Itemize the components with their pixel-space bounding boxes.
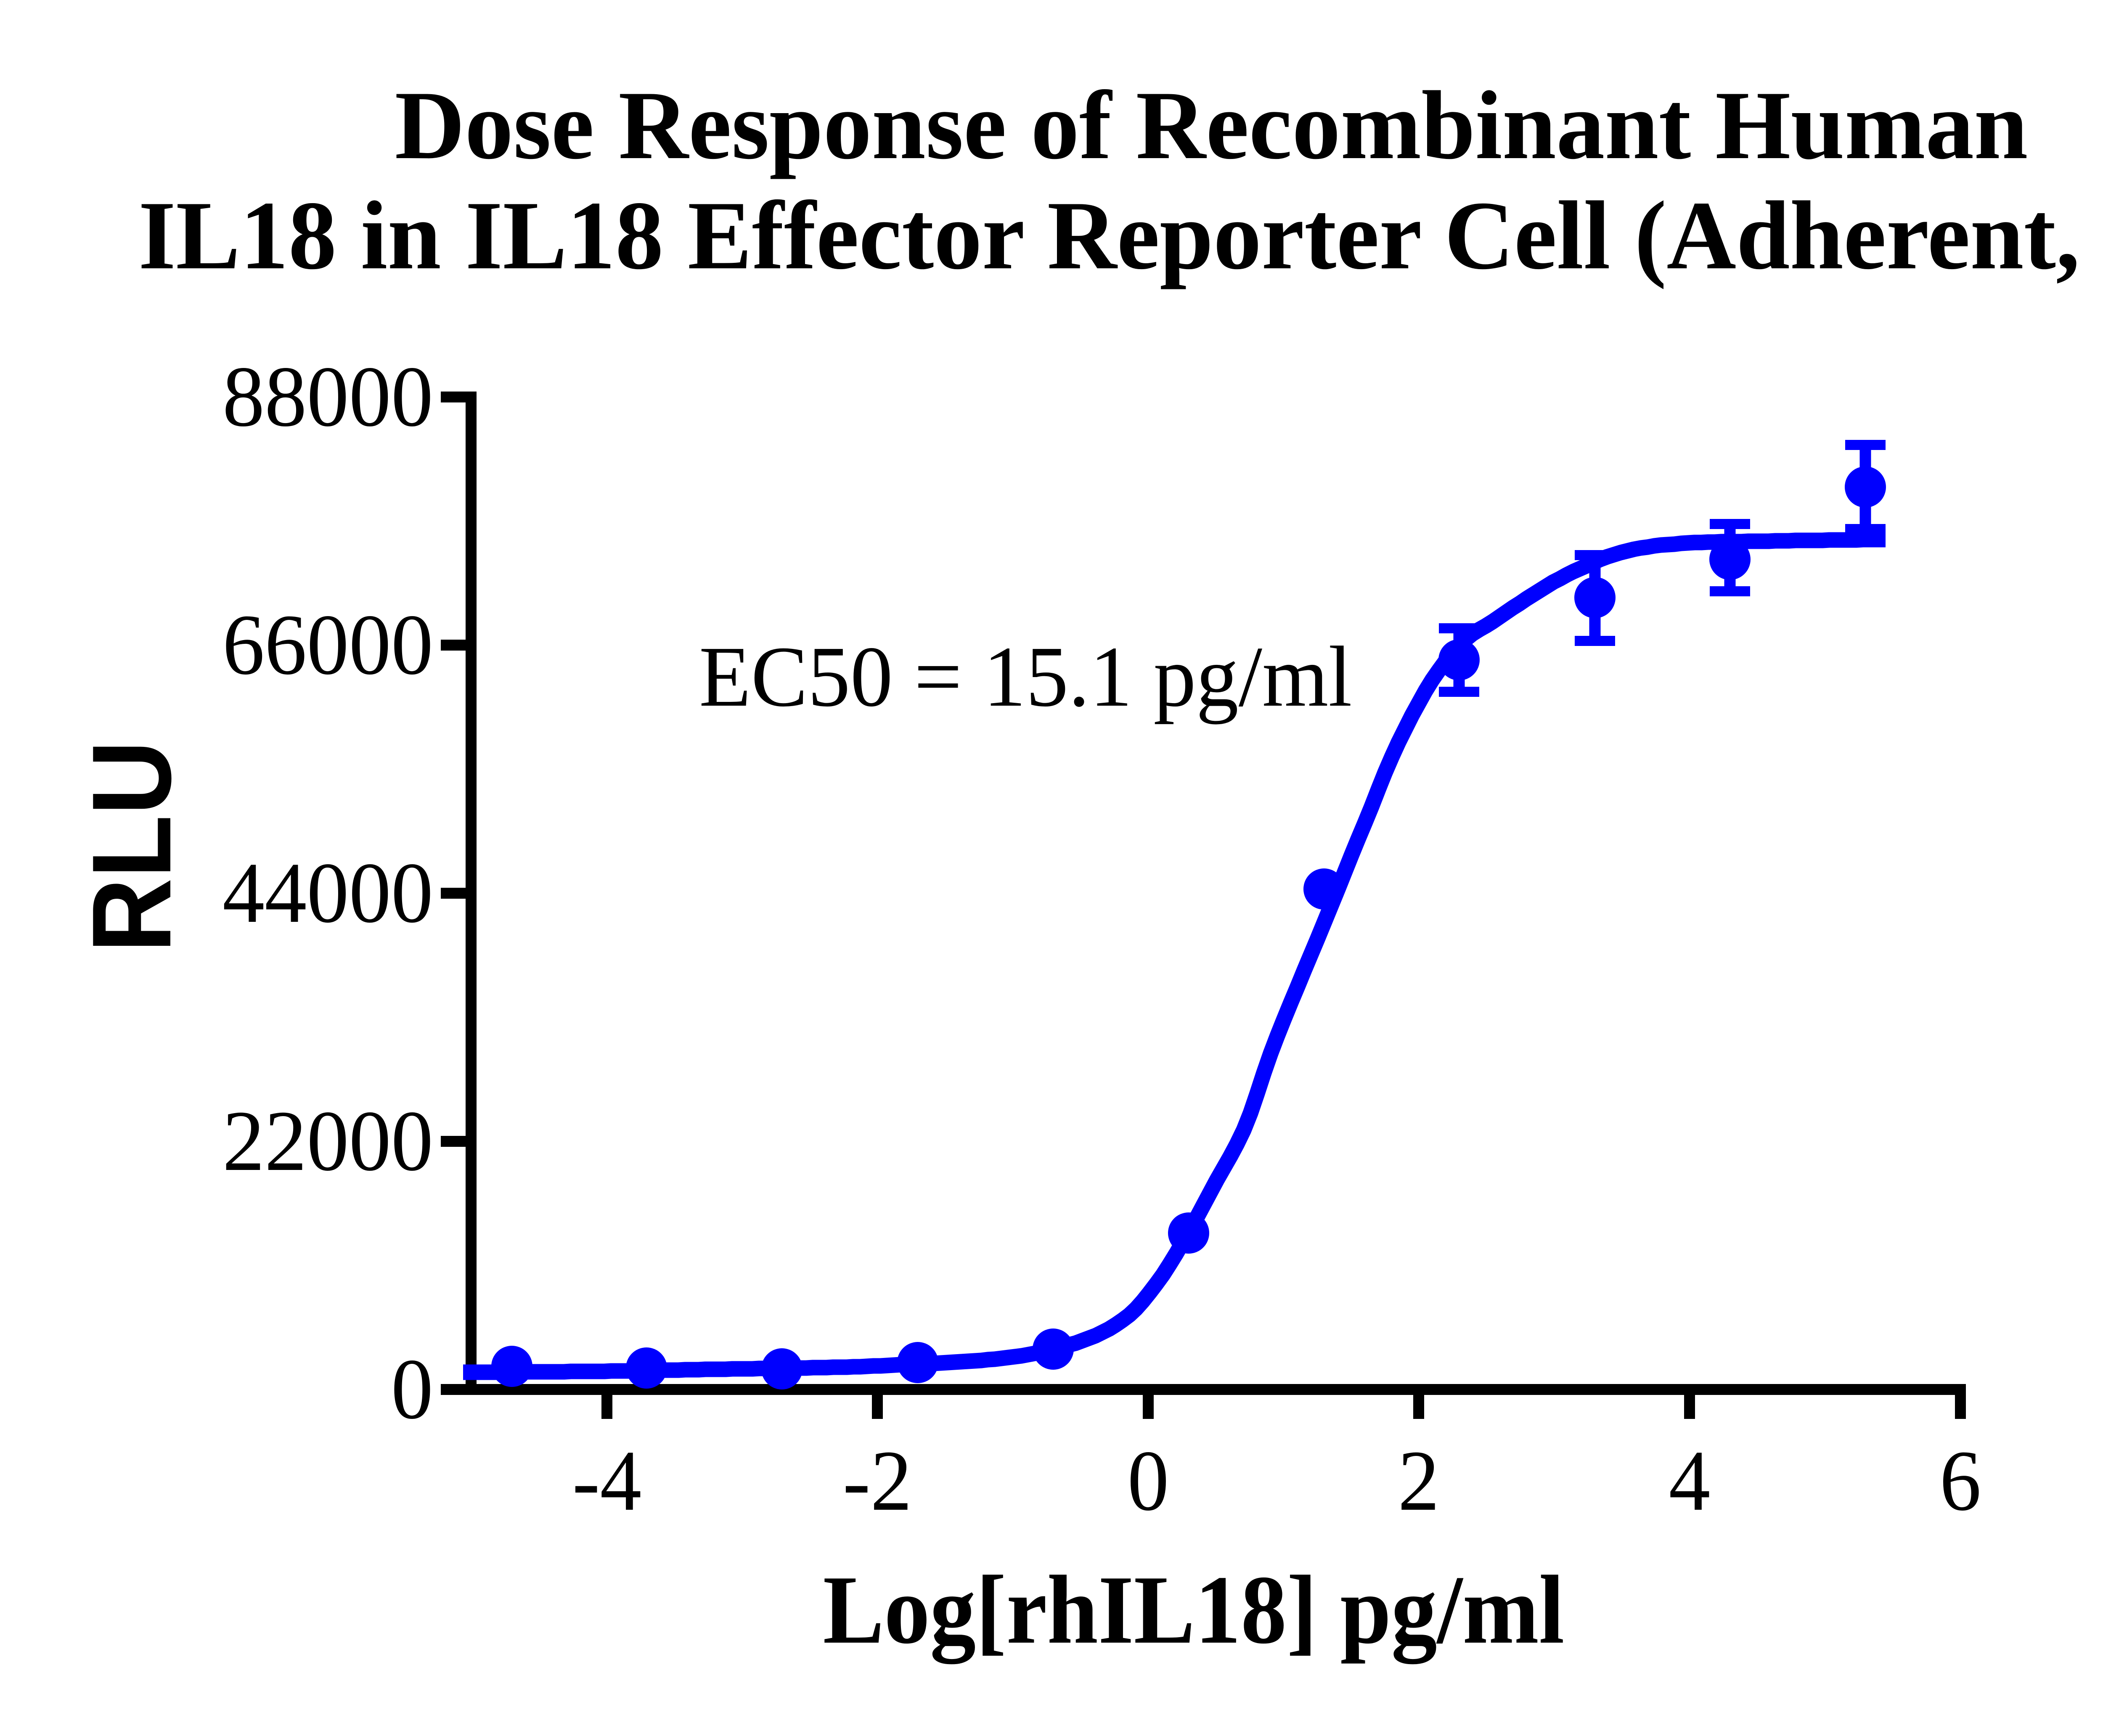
svg-text:Log[rhIL18] pg/ml: Log[rhIL18] pg/ml — [823, 1555, 1565, 1664]
svg-text:22000: 22000 — [222, 1093, 433, 1189]
svg-text:0: 0 — [391, 1341, 433, 1437]
svg-text:88000: 88000 — [222, 349, 433, 445]
svg-text:2: 2 — [1398, 1432, 1440, 1529]
svg-text:44000: 44000 — [222, 845, 433, 941]
svg-text:6: 6 — [1940, 1432, 1981, 1529]
svg-text:66000: 66000 — [222, 597, 433, 693]
svg-text:4: 4 — [1669, 1432, 1711, 1529]
svg-text:RLU: RLU — [69, 741, 195, 953]
svg-text:-4: -4 — [572, 1432, 642, 1529]
svg-text:-2: -2 — [843, 1432, 912, 1529]
svg-text:IL18 in IL18 Effector Reporter: IL18 in IL18 Effector Reporter Cell (Adh… — [138, 181, 2103, 289]
svg-text:0: 0 — [1128, 1432, 1169, 1529]
svg-text:Dose Response of Recombinant H: Dose Response of Recombinant Human — [395, 71, 2028, 180]
svg-text:EC50 = 15.1 pg/ml: EC50 = 15.1 pg/ml — [699, 629, 1352, 725]
